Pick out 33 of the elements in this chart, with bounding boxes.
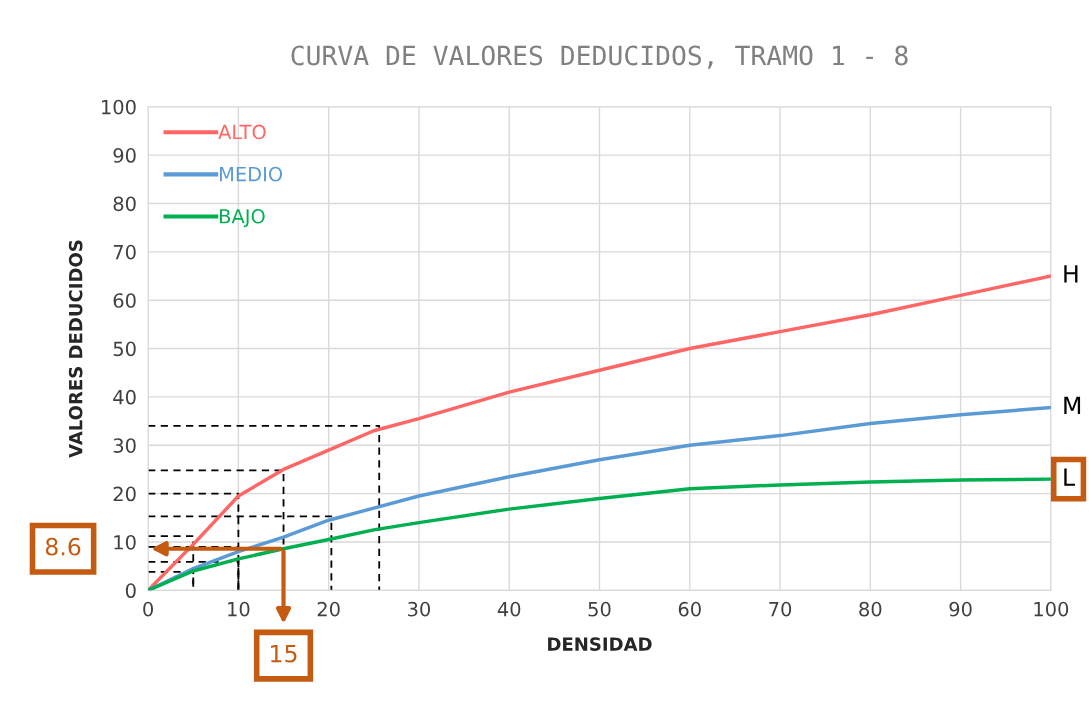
y-tick-label: 0 (125, 583, 136, 599)
x-tick-label: 100 (1034, 601, 1069, 617)
y-tick-label: 40 (113, 389, 136, 405)
x-tick-label: 30 (408, 601, 431, 617)
y-tick-label: 30 (113, 438, 136, 453)
x-tick-label: 40 (497, 601, 521, 617)
x-tick-label: 10 (228, 601, 250, 617)
y-tick-label: 50 (113, 341, 136, 357)
legend-label: MEDIO (220, 166, 283, 182)
annotation: 15 (271, 644, 297, 663)
x-tick-label: 60 (678, 601, 701, 617)
x-tick-label: 20 (317, 601, 340, 617)
x-tick-label: 50 (588, 601, 611, 617)
x-tick-label: 80 (859, 601, 882, 617)
y-tick-label: 60 (113, 293, 136, 308)
chart-title: CURVA DE VALORES DEDUCIDOS, TRAMO 1 - 8 (291, 45, 908, 69)
annotation: L (1064, 468, 1076, 486)
x-tick-label: 70 (769, 601, 792, 617)
y-tick-label: 10 (114, 534, 136, 550)
legend-label: BAJO (220, 208, 265, 228)
annotation: M (1064, 396, 1081, 415)
y-tick-label: 80 (113, 196, 136, 212)
x-tick-label: 90 (949, 601, 972, 617)
x-axis-title: DENSIDAD (548, 637, 652, 651)
annotation: 8.6 (45, 537, 81, 556)
annotation: H (1064, 265, 1078, 283)
y-tick-label: 20 (113, 486, 136, 502)
y-tick-label: 100 (102, 99, 136, 115)
legend-label: ALTO (218, 124, 266, 140)
x-tick-label: 0 (143, 601, 153, 617)
y-tick-label: 70 (113, 244, 136, 260)
y-axis-title: VALORES DEDUCIDOS (68, 240, 83, 458)
y-tick-label: 90 (113, 148, 136, 163)
